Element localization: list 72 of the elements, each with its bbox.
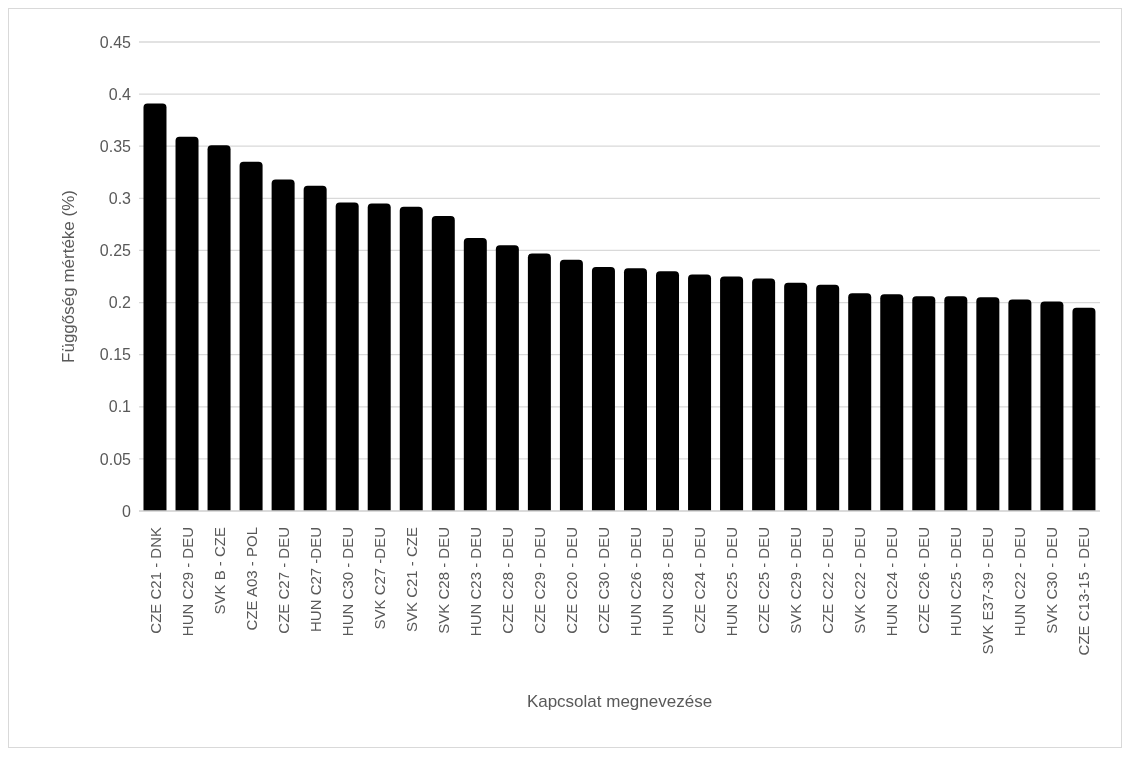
x-tick-label: HUN C22 - DEU [1011, 527, 1029, 637]
x-tick-label: SVK E37-39 - DEU [979, 527, 997, 655]
bar [431, 216, 455, 511]
y-tick-label: 0.25 [99, 242, 132, 260]
x-tick-label: SVK C30 - DEU [1043, 527, 1061, 634]
x-tick-label: CZE C29 - DEU [530, 527, 548, 634]
bar [527, 253, 551, 511]
bar [656, 271, 680, 511]
y-tick-label: 0 [122, 502, 132, 520]
bar [976, 297, 1000, 511]
y-axis-title: Függőség mértéke (%) [58, 190, 78, 363]
bar [495, 245, 519, 511]
x-tick-label: SVK C21 - CZE [402, 527, 420, 633]
bar [944, 296, 968, 511]
bar [720, 276, 744, 511]
x-tick-label: HUN C23 - DEU [466, 527, 484, 637]
x-tick-label: CZE C28 - DEU [498, 527, 516, 634]
y-tick-label: 0.1 [108, 398, 132, 416]
x-tick-label: HUN C27 -DEU [306, 527, 324, 633]
x-tick-label: CZE C25 - DEU [755, 527, 773, 634]
x-axis-title: Kapcsolat megnevezése [526, 692, 713, 711]
x-tick-label: CZE C30 - DEU [594, 527, 612, 634]
x-tick-label: HUN C24 - DEU [883, 527, 901, 637]
y-tick-label: 0.35 [99, 137, 132, 155]
bar [143, 103, 167, 511]
x-tick-label: CZE C24 - DEU [691, 527, 709, 634]
x-tick-label: CZE C21 - DNK [146, 527, 164, 634]
y-tick-label: 0.3 [108, 190, 132, 208]
x-tick-label: HUN C26 - DEU [627, 527, 645, 637]
x-tick-label: SVK C28 - DEU [434, 527, 452, 634]
bar [1008, 299, 1032, 511]
x-tick-label: CZE C26 - DEU [915, 527, 933, 634]
bar [784, 282, 808, 511]
x-tick-label: CZE C27 - DEU [274, 527, 292, 634]
y-tick-label: 0.45 [99, 33, 132, 51]
bar [239, 161, 263, 511]
x-tick-label: HUN C30 - DEU [338, 527, 356, 637]
bar [1072, 307, 1096, 511]
bar [880, 294, 904, 511]
x-tick-label: CZE C13-15 - DEU [1075, 527, 1093, 656]
y-tick-label: 0.05 [99, 450, 132, 468]
x-tick-label: SVK C27 -DEU [370, 527, 388, 630]
bar [271, 179, 295, 511]
x-tick-label: SVK C29 - DEU [787, 527, 805, 634]
bar [303, 185, 327, 511]
y-tick-label: 0.4 [108, 85, 132, 103]
x-tick-label: HUN C29 - DEU [178, 527, 196, 637]
bar [175, 136, 199, 511]
x-tick-label: SVK B - CZE [210, 527, 228, 615]
bar [559, 259, 583, 511]
bar [207, 145, 231, 511]
x-tick-label: SVK C22 - DEU [851, 527, 869, 634]
bar [1040, 301, 1064, 511]
bar [623, 268, 647, 511]
bar [688, 274, 712, 511]
x-tick-label: HUN C28 - DEU [659, 527, 677, 637]
bar [816, 284, 840, 511]
y-tick-label: 0.2 [108, 294, 132, 312]
bar [335, 202, 359, 511]
x-tick-label: CZE C22 - DEU [819, 527, 837, 634]
bar [752, 278, 776, 511]
x-tick-label: CZE A03 - POL [242, 527, 260, 631]
bar [912, 296, 936, 511]
x-tick-label: CZE C20 - DEU [562, 527, 580, 634]
bar [463, 237, 487, 511]
x-tick-label: HUN C25 - DEU [947, 527, 965, 637]
bar [399, 206, 423, 511]
y-tick-label: 0.15 [99, 346, 132, 364]
bar [367, 203, 391, 511]
bar [591, 267, 615, 511]
x-tick-label: HUN C25 - DEU [723, 527, 741, 637]
bar [848, 293, 872, 511]
